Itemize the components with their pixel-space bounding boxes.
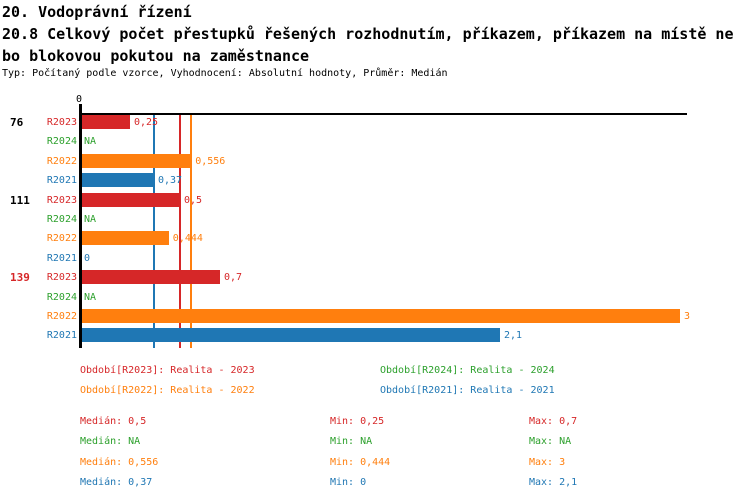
series-row-label: R2021 [46, 330, 77, 342]
series-row-label: R2022 [46, 311, 77, 322]
bar-r2022 [80, 231, 169, 246]
stat-max-r2022: Max: 3 [529, 456, 566, 468]
series-row-label: R2022 [46, 233, 77, 245]
bar-r2023 [80, 115, 130, 129]
series-row-label: R2024 [46, 214, 77, 225]
bar-r2021 [80, 173, 154, 188]
series-row-label: R2024 [46, 136, 77, 148]
bar-r2023 [80, 192, 180, 207]
bar-value-label: 0,7 [224, 272, 243, 284]
median-line-r2022 [190, 113, 193, 348]
bar-value-label: NA [84, 291, 97, 303]
y-axis-zero-line [79, 104, 82, 348]
bar-value-label: NA [84, 136, 97, 148]
stat-median-r2023: Medián: 0,5 [80, 416, 147, 427]
series-row-label: R2023 [46, 272, 77, 284]
x-axis-line [80, 113, 687, 115]
chart-title-line2: bo blokovou pokutou na zaměstnance [2, 47, 310, 65]
bar-r2021 [80, 328, 500, 343]
stat-max-r2023: Max: 0,7 [529, 416, 578, 427]
median-line-r2023 [179, 113, 181, 348]
bar-r2022 [80, 153, 192, 168]
stat-min-r2023: Min: 0,25 [330, 416, 385, 427]
bar-r2022 [80, 309, 680, 323]
series-row-label: R2021 [46, 175, 77, 187]
series-row-label: R2023 [46, 194, 77, 206]
stat-min-r2021: Min: 0 [330, 477, 367, 489]
bar-value-label: 0 [84, 252, 91, 264]
legend-item-r2022: Období[R2022]: Realita - 2022 [80, 385, 255, 396]
chart-title-line1: 20.8 Celkový počet přestupků řešených ro… [2, 25, 734, 43]
group-label: 111 [10, 193, 30, 207]
chart-meta-line: Typ: Počítaný podle vzorce, Vyhodnocení:… [2, 68, 448, 79]
stat-median-r2021: Medián: 0,37 [80, 477, 153, 489]
stat-min-r2022: Min: 0,444 [330, 456, 391, 468]
stat-median-r2024: Medián: NA [80, 436, 141, 448]
bar-value-label: 3 [684, 311, 691, 322]
legend-item-r2024: Období[R2024]: Realita - 2024 [380, 365, 555, 376]
bar-r2023 [80, 270, 220, 285]
x-axis-zero-tick-label: 0 [76, 94, 83, 105]
bar-value-label: 0,25 [134, 117, 159, 128]
bar-value-label: 2,1 [504, 330, 523, 342]
bar-value-label: 0,556 [195, 155, 226, 167]
bar-value-label: NA [84, 214, 97, 225]
group-label: 76 [10, 116, 24, 129]
bar-value-label: 0,5 [184, 194, 203, 206]
series-row-label: R2022 [46, 155, 77, 167]
legend-item-r2023: Období[R2023]: Realita - 2023 [80, 365, 255, 376]
stat-max-r2024: Max: NA [529, 436, 572, 448]
series-row-label: R2024 [46, 291, 77, 303]
legend-item-r2021: Období[R2021]: Realita - 2021 [380, 385, 555, 396]
stat-max-r2021: Max: 2,1 [529, 477, 578, 489]
series-row-label: R2021 [46, 252, 77, 264]
bar-value-label: 0,444 [172, 233, 203, 245]
stat-min-r2024: Min: NA [330, 436, 373, 448]
group-label: 139 [10, 271, 30, 285]
bar-value-label: 0,37 [158, 175, 183, 187]
series-row-label: R2023 [46, 117, 77, 128]
report-section-title: 20. Vodoprávní řízení [2, 3, 192, 21]
stat-median-r2022: Medián: 0,556 [80, 456, 159, 468]
median-line-r2021 [153, 113, 155, 348]
